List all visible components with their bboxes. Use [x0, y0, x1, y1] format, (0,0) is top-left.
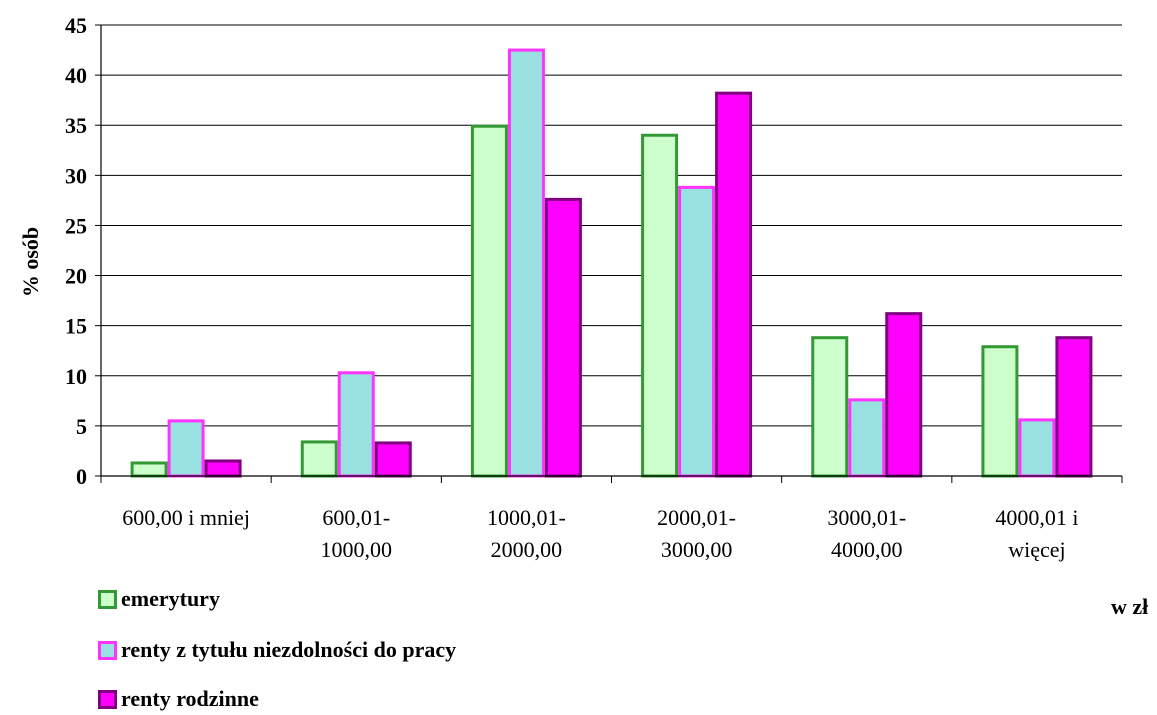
bar-renty-z-tytułu-niezdolności-do-pracy	[337, 371, 375, 478]
y-tick-label: 0	[76, 464, 87, 489]
y-tick-label: 10	[65, 364, 87, 389]
bar-renty-rodzinne	[715, 91, 753, 478]
bar-renty-z-tytułu-niezdolności-do-pracy	[167, 419, 205, 478]
legend-swatch-renty-rodzinne	[98, 689, 117, 709]
x-tick-labels: 600,00 i mniej 600,01-1000,00 1000,01-2000…	[122, 505, 1078, 562]
y-tick-label: 5	[76, 414, 87, 439]
legend-label: renty z tytułu niezdolności do pracy	[121, 637, 457, 662]
bar-emerytury	[470, 124, 508, 478]
legend-label: emerytury	[121, 586, 220, 611]
x-tick-label: 1000,01-2000,00	[487, 505, 566, 562]
bar-emerytury	[981, 345, 1019, 478]
y-tick-label: 35	[65, 113, 87, 138]
y-tick-label: 30	[65, 163, 87, 188]
y-tick-label: 20	[65, 264, 87, 289]
axes	[95, 24, 1123, 483]
bar-emerytury	[300, 440, 338, 478]
x-axis-title: w zł	[1111, 594, 1148, 619]
bar-renty-z-tytułu-niezdolności-do-pracy	[678, 185, 716, 478]
x-tick-label: 600,00 i mniej	[122, 505, 250, 530]
x-tick-label: 600,01-1000,00	[321, 505, 393, 562]
bar-renty-z-tytułu-niezdolności-do-pracy	[1018, 418, 1056, 478]
legend-item-renty-niezdolnosc: renty z tytułu niezdolności do pracy	[98, 637, 456, 663]
x-tick-label: 4000,01 i więcej	[995, 505, 1078, 562]
bar-emerytury	[811, 336, 849, 478]
legend-item-renty-rodzinne: renty rodzinne	[98, 686, 259, 712]
legend-swatch-renty-niezdolnosc	[98, 640, 117, 660]
bar-renty-rodzinne	[204, 459, 242, 478]
bar-renty-z-tytułu-niezdolności-do-pracy	[507, 48, 545, 478]
x-tick-label: 3000,01-4000,00	[827, 505, 906, 562]
gridlines	[101, 24, 1122, 427]
legend-item-emerytury: emerytury	[98, 586, 220, 612]
legend-label: renty rodzinne	[121, 686, 259, 711]
bar-renty-z-tytułu-niezdolności-do-pracy	[848, 398, 886, 478]
x-tick-label: 2000,01-3000,00	[657, 505, 736, 562]
bar-renty-rodzinne	[544, 197, 582, 478]
legend-swatch-emerytury	[98, 589, 117, 609]
bar-renty-rodzinne	[1055, 336, 1093, 478]
y-tick-labels: 0 5 10 15 20 25 30 35 40 45	[65, 13, 87, 489]
bar-renty-rodzinne	[374, 441, 412, 478]
y-tick-label: 15	[65, 314, 87, 339]
y-axis-title: % osób	[18, 227, 43, 297]
y-tick-label: 25	[65, 213, 87, 238]
bar-renty-rodzinne	[885, 312, 923, 478]
bars	[130, 48, 1093, 478]
y-tick-label: 45	[65, 13, 87, 38]
y-tick-label: 40	[65, 63, 87, 88]
bar-emerytury	[641, 133, 679, 478]
bar-emerytury	[130, 461, 168, 478]
